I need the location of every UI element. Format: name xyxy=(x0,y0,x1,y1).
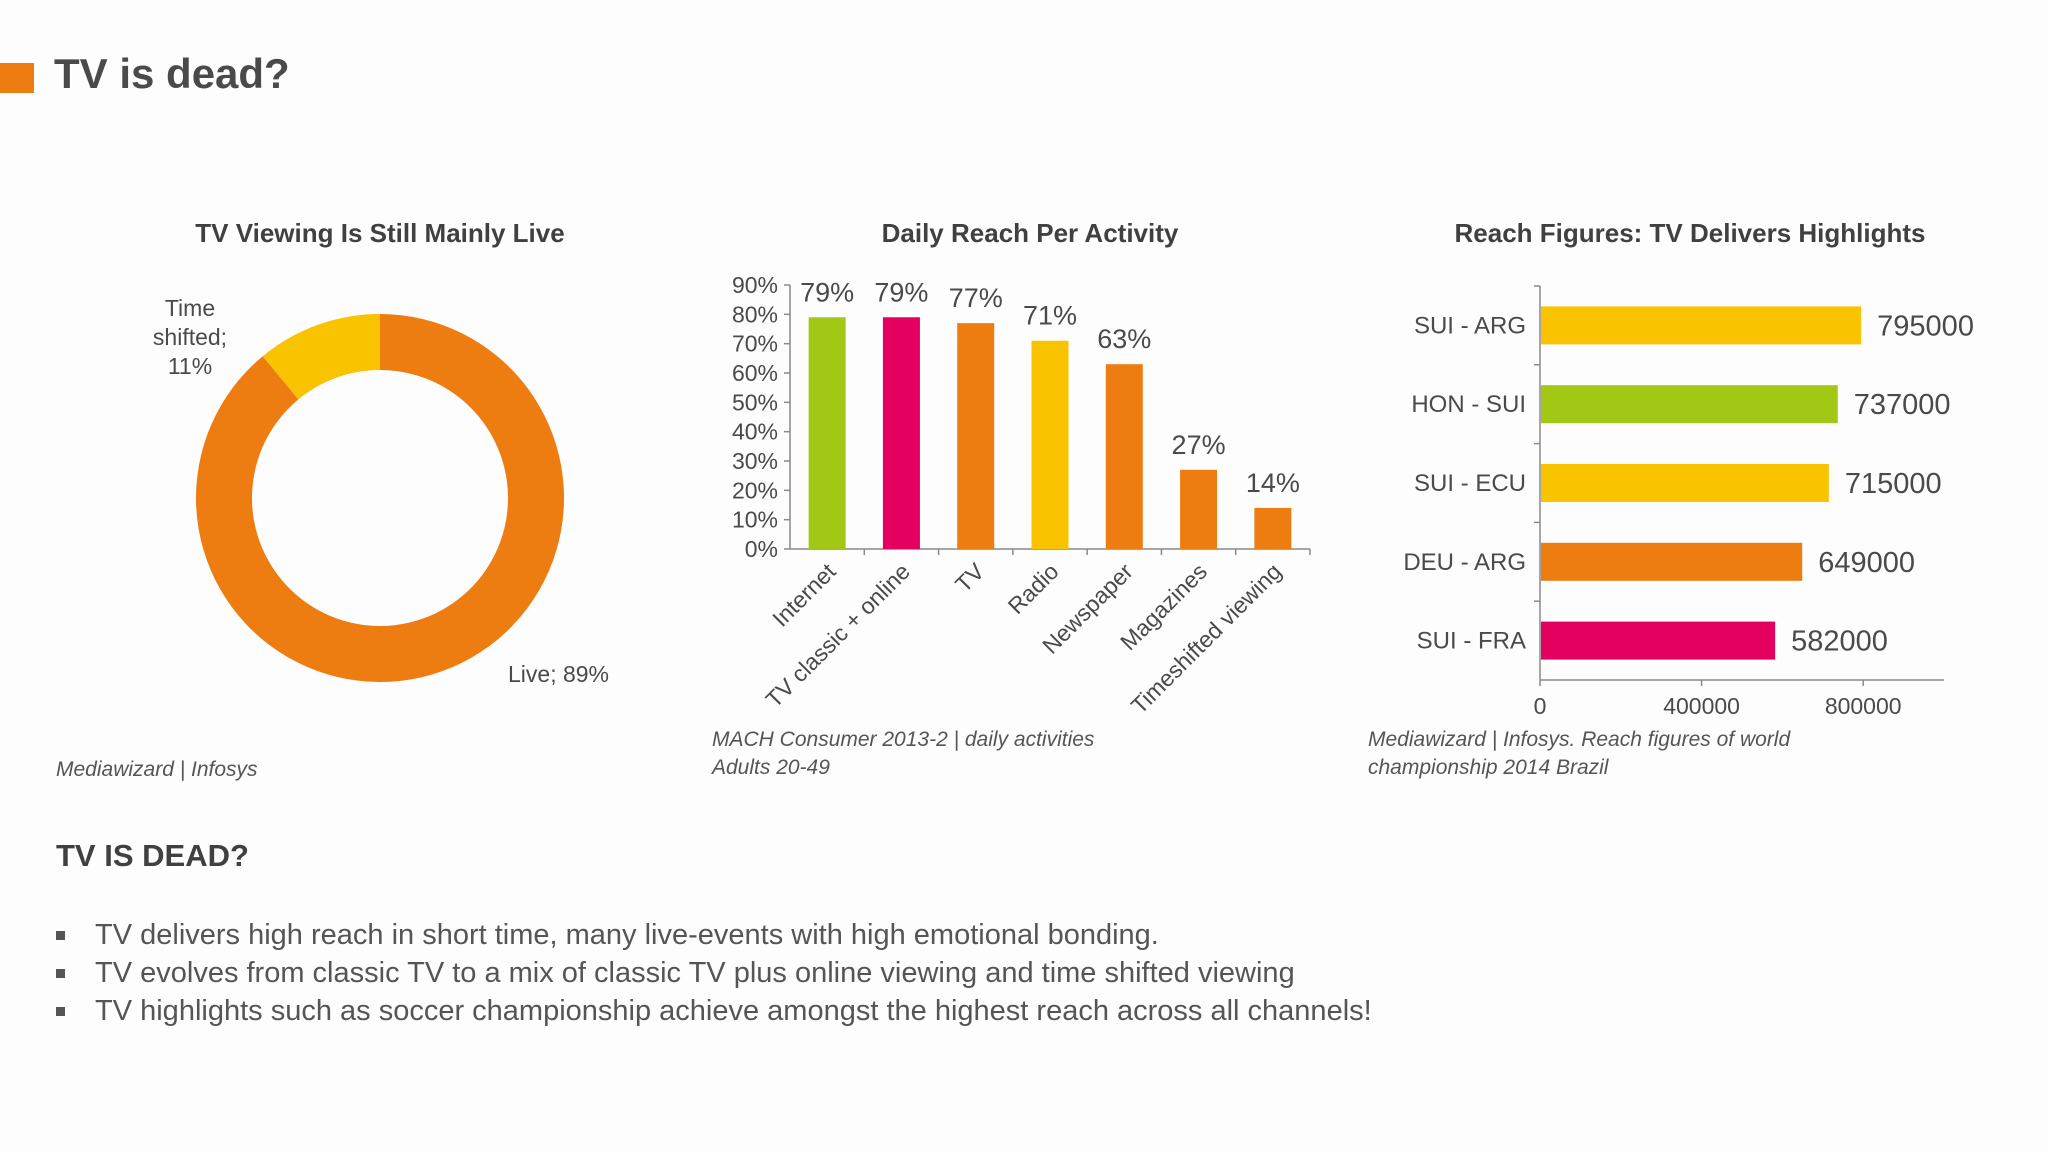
y-tick-label: 30% xyxy=(732,448,778,474)
source-line: MACH Consumer 2013-2 | daily activities xyxy=(712,728,1095,751)
bar-data-label: 79% xyxy=(800,277,854,307)
y-tick-label: 20% xyxy=(732,477,778,503)
chart-title-daily-reach: Daily Reach Per Activity xyxy=(881,218,1179,248)
bar-sui-ecu xyxy=(1541,464,1829,502)
y-tick-label: 90% xyxy=(732,272,778,298)
title-accent-mark xyxy=(0,63,34,93)
bar-sui-arg xyxy=(1541,306,1862,345)
bullet-item: TV evolves from classic TV to a mix of c… xyxy=(56,954,1372,992)
bar-data-label: 14% xyxy=(1246,468,1300,498)
bullet-square-icon xyxy=(56,1006,65,1016)
y-tick-label: 50% xyxy=(732,389,778,415)
chart-title-viewing-live: TV Viewing Is Still Mainly Live xyxy=(195,218,565,248)
bullet-text: TV evolves from classic TV to a mix of c… xyxy=(95,957,1295,989)
y-tick-label: 40% xyxy=(732,419,778,445)
bar-newspaper xyxy=(1105,364,1143,549)
bar-tv-classic-online xyxy=(882,317,920,549)
y-tick-label: 60% xyxy=(732,360,778,386)
y-tick-label: 10% xyxy=(732,507,778,533)
bar-data-label: 63% xyxy=(1097,324,1151,354)
source-line: Adults 20-49 xyxy=(712,756,830,779)
bar-data-label: 79% xyxy=(874,277,928,307)
donut-label-time-shifted: 11% xyxy=(168,353,212,379)
bar-data-label: 795000 xyxy=(1877,310,1974,342)
source-line: championship 2014 Brazil xyxy=(1368,756,1609,779)
bullet-square-icon xyxy=(56,968,65,978)
x-tick-label: Radio xyxy=(1003,558,1064,619)
y-tick-label: 70% xyxy=(732,331,778,357)
y-tick-label: SUI - ARG xyxy=(1414,312,1526,339)
source-note-reach-figures: Mediawizard | Infosys. Reach figures of … xyxy=(1368,726,1790,782)
donut-slice-live xyxy=(196,314,564,682)
bullet-item: TV highlights such as soccer championshi… xyxy=(56,992,1372,1030)
x-tick-label: TV xyxy=(950,558,990,598)
bar-hon-sui xyxy=(1541,385,1838,424)
donut-label-live: Live; 89% xyxy=(508,661,609,687)
bar-timeshifted-viewing xyxy=(1254,507,1292,549)
y-tick-label: SUI - ECU xyxy=(1414,470,1526,497)
x-tick-label: 800000 xyxy=(1825,693,1902,719)
bullet-text: TV delivers high reach in short time, ma… xyxy=(95,919,1159,951)
section-heading: TV IS DEAD? xyxy=(56,838,249,873)
bar-data-label: 649000 xyxy=(1818,547,1915,579)
x-tick-label: TV classic + online xyxy=(761,558,915,712)
bar-radio xyxy=(1031,340,1069,549)
reach-figures-bar-chart: 0 400000 800000 SUI - ARG 795000 HON - SUI 737… xyxy=(1403,285,1974,719)
y-tick-label: DEU - ARG xyxy=(1403,549,1526,576)
y-tick-label: SUI - FRA xyxy=(1417,628,1526,655)
bar-data-label: 715000 xyxy=(1845,468,1942,500)
y-tick-label: 80% xyxy=(732,301,778,327)
bar-data-label: 77% xyxy=(949,283,1003,313)
source-note-daily-reach: MACH Consumer 2013-2 | daily activities … xyxy=(712,726,1094,782)
bullet-item: TV delivers high reach in short time, ma… xyxy=(56,916,1372,954)
source-line: Mediawizard | Infosys. Reach figures of … xyxy=(1368,728,1791,751)
bar-deu-arg xyxy=(1541,542,1803,581)
bar-data-label: 737000 xyxy=(1854,389,1951,421)
donut-label-time-shifted: Time xyxy=(165,295,215,321)
x-tick-label: 400000 xyxy=(1663,693,1740,719)
donut-chart: Live; 89% Time shifted; 11% xyxy=(153,295,609,687)
x-tick-label: 0 xyxy=(1534,693,1547,719)
bullet-text: TV highlights such as soccer championshi… xyxy=(95,995,1372,1027)
bar-sui-fra xyxy=(1541,621,1776,660)
chart-title-reach-figures: Reach Figures: TV Delivers Highlights xyxy=(1454,218,1926,248)
donut-label-time-shifted: shifted; xyxy=(153,324,227,350)
donut-slice-time-shifted xyxy=(262,314,380,400)
x-tick-label: Internet xyxy=(767,558,841,632)
daily-reach-bar-chart: 0% 10% 20% 30% 40% 50% 60% 70% 80% 90% 79% Internet… xyxy=(732,272,1311,719)
bullet-list: TV delivers high reach in short time, ma… xyxy=(56,916,1372,1030)
bar-data-label: 27% xyxy=(1172,430,1226,460)
bullet-square-icon xyxy=(56,930,65,940)
source-note-donut: Mediawizard | Infosys xyxy=(56,756,258,784)
page-title: TV is dead? xyxy=(54,50,290,97)
bar-internet xyxy=(808,317,846,549)
bar-data-label: 582000 xyxy=(1791,626,1888,658)
bar-tv xyxy=(957,323,995,549)
bar-data-label: 71% xyxy=(1023,301,1077,331)
bar-magazines xyxy=(1180,469,1218,549)
y-tick-label: 0% xyxy=(745,536,778,562)
y-tick-label: HON - SUI xyxy=(1411,391,1526,418)
source-line: Mediawizard | Infosys xyxy=(56,758,258,781)
